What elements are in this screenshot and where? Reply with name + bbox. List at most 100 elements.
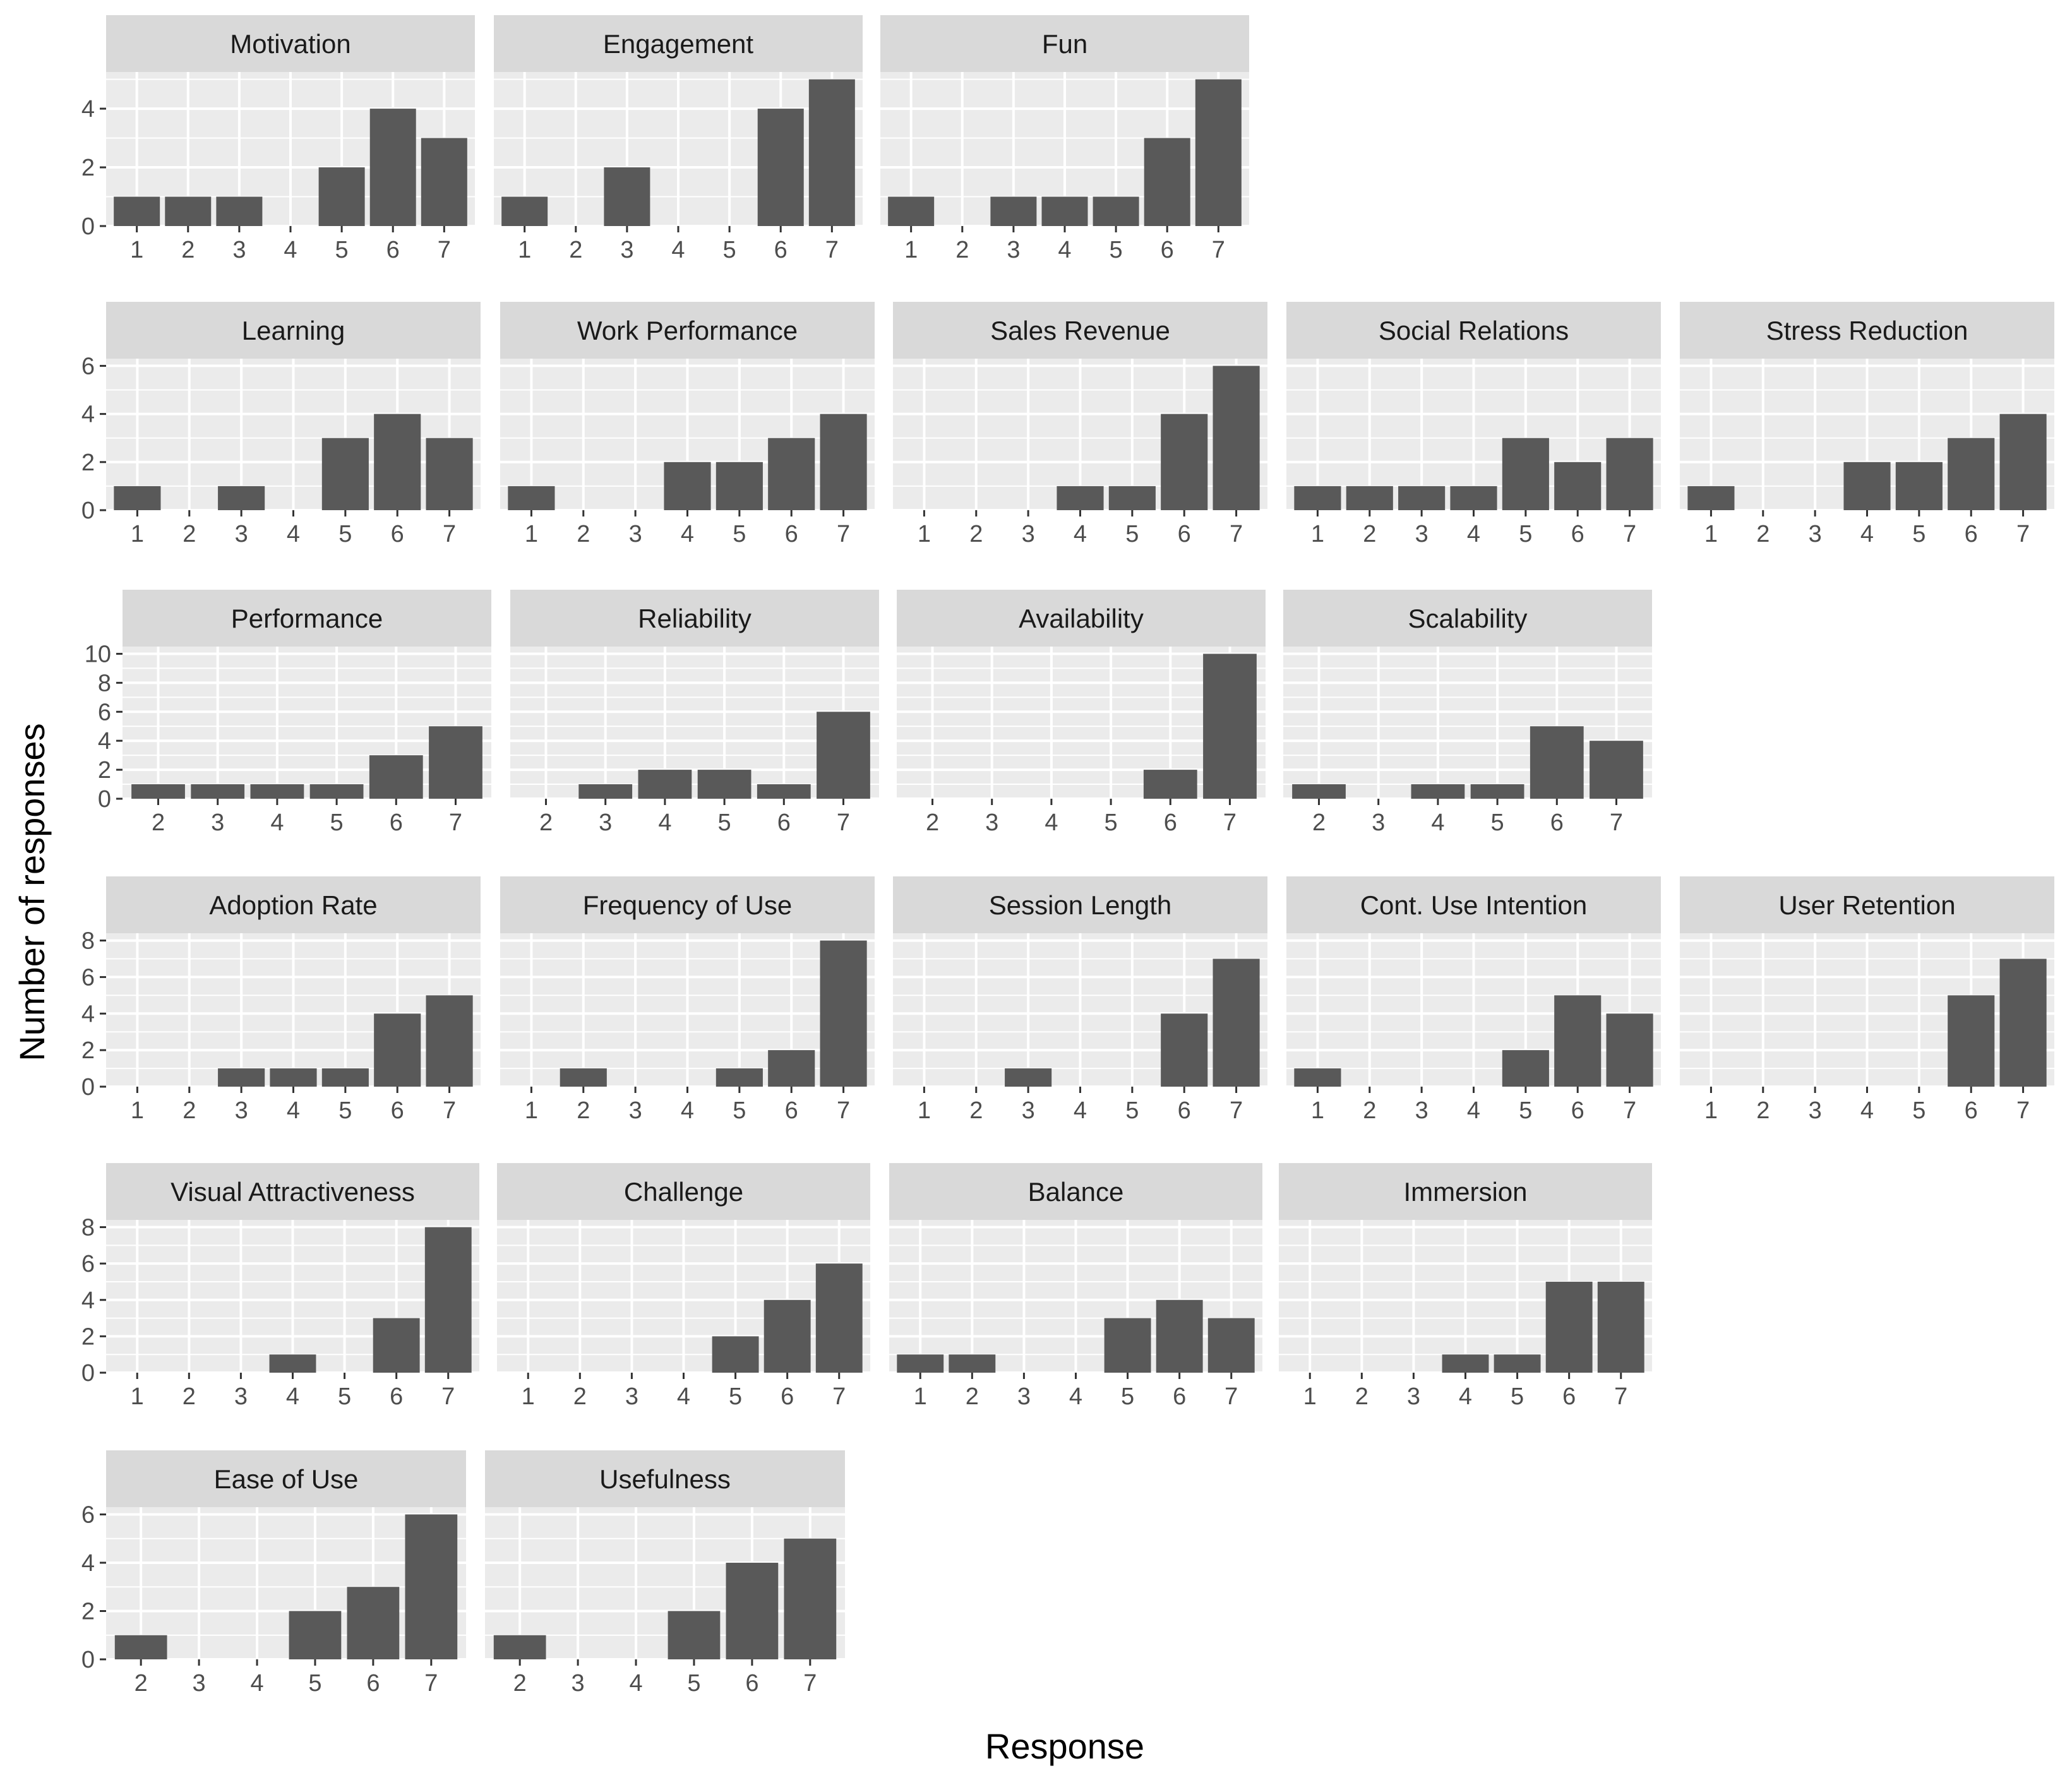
x-tick-label: 2 (539, 809, 553, 836)
panel-title: Challenge (624, 1177, 743, 1207)
x-tick-label: 6 (774, 237, 787, 263)
bar-motivation-1 (114, 196, 160, 226)
y-tick-label: 4 (81, 402, 95, 428)
bar-availability-6 (1143, 770, 1197, 799)
x-tick-label: 3 (1809, 1097, 1822, 1124)
x-tick-label: 2 (1756, 1097, 1770, 1124)
bar-social-relations-3 (1398, 486, 1446, 510)
x-tick-label: 3 (629, 521, 642, 547)
x-tick-label: 1 (522, 1383, 535, 1410)
x-tick-label: 1 (525, 521, 538, 547)
bar-engagement-1 (501, 196, 548, 226)
x-tick-label: 1 (1704, 1097, 1718, 1124)
bar-sales-revenue-4 (1057, 486, 1104, 510)
panel-title: Balance (1028, 1177, 1124, 1207)
x-tick-label: 7 (1610, 809, 1623, 836)
bar-work-performance-7 (820, 414, 867, 510)
bar-usefulness-6 (726, 1562, 779, 1659)
panel-title: Engagement (603, 29, 754, 59)
x-tick-label: 6 (366, 1670, 380, 1697)
x-tick-label: 5 (687, 1670, 700, 1697)
x-tick-label: 6 (781, 1383, 794, 1410)
bar-ease-of-use-5 (289, 1611, 342, 1659)
x-tick-label: 4 (1074, 1097, 1087, 1124)
x-tick-label: 4 (1467, 521, 1480, 547)
panel-ease-of-use: Ease of Use 2 3 4 5 6 7 0 2 4 6 (81, 1450, 466, 1697)
panel-strip (1680, 302, 2054, 359)
x-tick-label: 6 (391, 521, 404, 547)
x-tick-label: 6 (1965, 1097, 1978, 1124)
x-tick-label: 3 (1022, 521, 1035, 547)
x-tick-label: 6 (390, 1383, 403, 1410)
bar-cont-use-intention-1 (1294, 1068, 1341, 1087)
y-tick-label: 2 (81, 1323, 95, 1350)
bar-reliability-6 (757, 784, 811, 799)
bar-balance-6 (1156, 1299, 1203, 1373)
bar-fun-4 (1041, 196, 1088, 226)
bar-learning-1 (114, 486, 161, 510)
bar-performance-4 (250, 784, 304, 799)
bar-motivation-5 (318, 167, 365, 226)
bar-reliability-3 (578, 784, 633, 799)
x-tick-label: 7 (443, 1097, 456, 1124)
bar-learning-6 (374, 414, 421, 510)
y-axis-title: Number of responses (12, 723, 52, 1061)
panel-challenge: Challenge 1 2 3 4 5 6 7 (497, 1163, 870, 1410)
bar-engagement-7 (808, 79, 855, 226)
x-tick-label: 2 (1363, 521, 1376, 547)
x-tick-label: 1 (904, 237, 918, 263)
bar-work-performance-5 (716, 462, 763, 510)
x-tick-label: 4 (671, 237, 685, 263)
x-tick-label: 4 (1431, 809, 1444, 836)
bar-engagement-6 (757, 109, 804, 226)
bar-sales-revenue-5 (1108, 486, 1156, 510)
x-tick-label: 4 (658, 809, 671, 836)
y-tick-label: 8 (81, 1215, 95, 1241)
x-tick-label: 6 (391, 1097, 404, 1124)
x-tick-label: 2 (969, 1097, 983, 1124)
x-tick-label: 2 (135, 1670, 148, 1697)
y-tick-label: 2 (81, 1037, 95, 1064)
x-tick-label: 3 (620, 237, 633, 263)
panel-strip (494, 15, 863, 72)
x-tick-label: 4 (287, 1097, 300, 1124)
x-tick-label: 3 (1415, 1097, 1428, 1124)
x-tick-label: 7 (1230, 521, 1243, 547)
x-tick-label: 3 (235, 521, 248, 547)
bar-adoption-rate-5 (321, 1068, 369, 1087)
x-tick-label: 5 (729, 1383, 742, 1410)
bar-stress-reduction-6 (1948, 438, 1995, 510)
x-tick-label: 5 (335, 237, 349, 263)
bar-fun-1 (888, 196, 935, 226)
panel-strip (893, 876, 1267, 933)
panel-strip (1286, 876, 1661, 933)
x-tick-label: 3 (1415, 521, 1428, 547)
x-tick-label: 4 (1860, 1097, 1874, 1124)
x-tick-label: 4 (1467, 1097, 1480, 1124)
bar-learning-3 (218, 486, 265, 510)
panel-usefulness: Usefulness 2 3 4 5 6 7 (485, 1450, 845, 1697)
x-tick-label: 1 (1704, 521, 1718, 547)
x-tick-label: 6 (390, 809, 403, 836)
panel-immersion: Immersion 1 2 3 4 5 6 7 (1279, 1163, 1652, 1410)
x-tick-label: 2 (969, 521, 983, 547)
bar-immersion-4 (1442, 1354, 1489, 1373)
panel-title: Frequency of Use (583, 890, 793, 920)
bar-user-retention-6 (1948, 995, 1995, 1087)
bar-learning-7 (426, 438, 473, 510)
bar-scalability-7 (1590, 741, 1643, 799)
x-tick-label: 5 (723, 237, 736, 263)
y-tick-label: 0 (81, 1360, 95, 1387)
panel-sales-revenue: Sales Revenue 1 2 3 4 5 6 7 (893, 302, 1267, 547)
x-tick-label: 3 (1407, 1383, 1420, 1410)
bar-social-relations-6 (1554, 462, 1602, 510)
x-tick-label: 5 (1519, 521, 1532, 547)
x-tick-label: 2 (183, 1097, 196, 1124)
x-tick-label: 4 (677, 1383, 690, 1410)
y-tick-label: 4 (81, 1550, 95, 1577)
x-tick-label: 3 (1809, 521, 1822, 547)
x-tick-label: 1 (1311, 1097, 1324, 1124)
panel-title: Usefulness (599, 1464, 731, 1494)
bar-scalability-4 (1411, 784, 1465, 799)
bar-balance-1 (897, 1354, 944, 1373)
